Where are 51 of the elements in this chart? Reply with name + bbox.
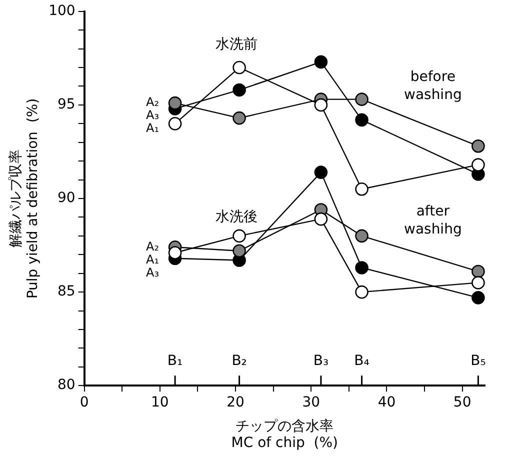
- point: [472, 158, 485, 172]
- annotation: B₄: [354, 353, 370, 370]
- point: [472, 291, 485, 304]
- point: [232, 60, 246, 74]
- point: [232, 111, 246, 125]
- point: [314, 55, 328, 69]
- y-tick-label: 85: [57, 284, 76, 300]
- x-tick-label: 50: [453, 394, 472, 411]
- point: [168, 117, 182, 130]
- point: [232, 229, 246, 243]
- y-tick-label: 90: [57, 190, 76, 206]
- series-label: A₁: [146, 252, 160, 266]
- point: [355, 113, 368, 127]
- series-label: A₂: [146, 239, 160, 254]
- y-tick-label: 100: [48, 3, 76, 20]
- point: [355, 285, 368, 299]
- series-label: A₁: [146, 121, 160, 136]
- annotation: B₅: [470, 353, 486, 370]
- series-label: A₃: [146, 265, 160, 280]
- point: [314, 212, 328, 226]
- point: [355, 92, 368, 106]
- point: [314, 166, 328, 179]
- annotation: B₂: [232, 353, 247, 370]
- point: [232, 244, 246, 258]
- point: [232, 83, 246, 97]
- annotation: 水洗後: [216, 208, 258, 225]
- x-tick-label: 10: [151, 394, 169, 411]
- point: [314, 98, 328, 112]
- point: [168, 246, 182, 260]
- series-label: A₃: [146, 108, 160, 122]
- x-tick-label: 20: [226, 394, 244, 411]
- y-tick-label: 80: [57, 377, 76, 394]
- x-tick-label: 30: [302, 394, 320, 411]
- y-axis-title: 解繊パルプ収率 Pulp yield at defibration (%): [8, 98, 41, 299]
- annotation: before washing: [404, 68, 462, 103]
- point: [355, 261, 368, 274]
- annotation: B₃: [313, 353, 329, 370]
- annotation: after washihg: [404, 204, 462, 238]
- x-tick-label: 0: [80, 394, 89, 411]
- annotation: B₁: [167, 353, 183, 370]
- x-tick-label: 40: [378, 394, 396, 411]
- point: [355, 182, 368, 196]
- point: [472, 139, 485, 153]
- annotation: 水洗前: [216, 36, 258, 53]
- series-label: A₂: [146, 95, 160, 110]
- x-axis-title: チップの含水率 MC of chip (%): [231, 418, 338, 452]
- point: [472, 276, 485, 290]
- point: [355, 229, 368, 243]
- point: [168, 96, 182, 110]
- point: [472, 264, 485, 278]
- y-tick-label: 95: [57, 96, 76, 113]
